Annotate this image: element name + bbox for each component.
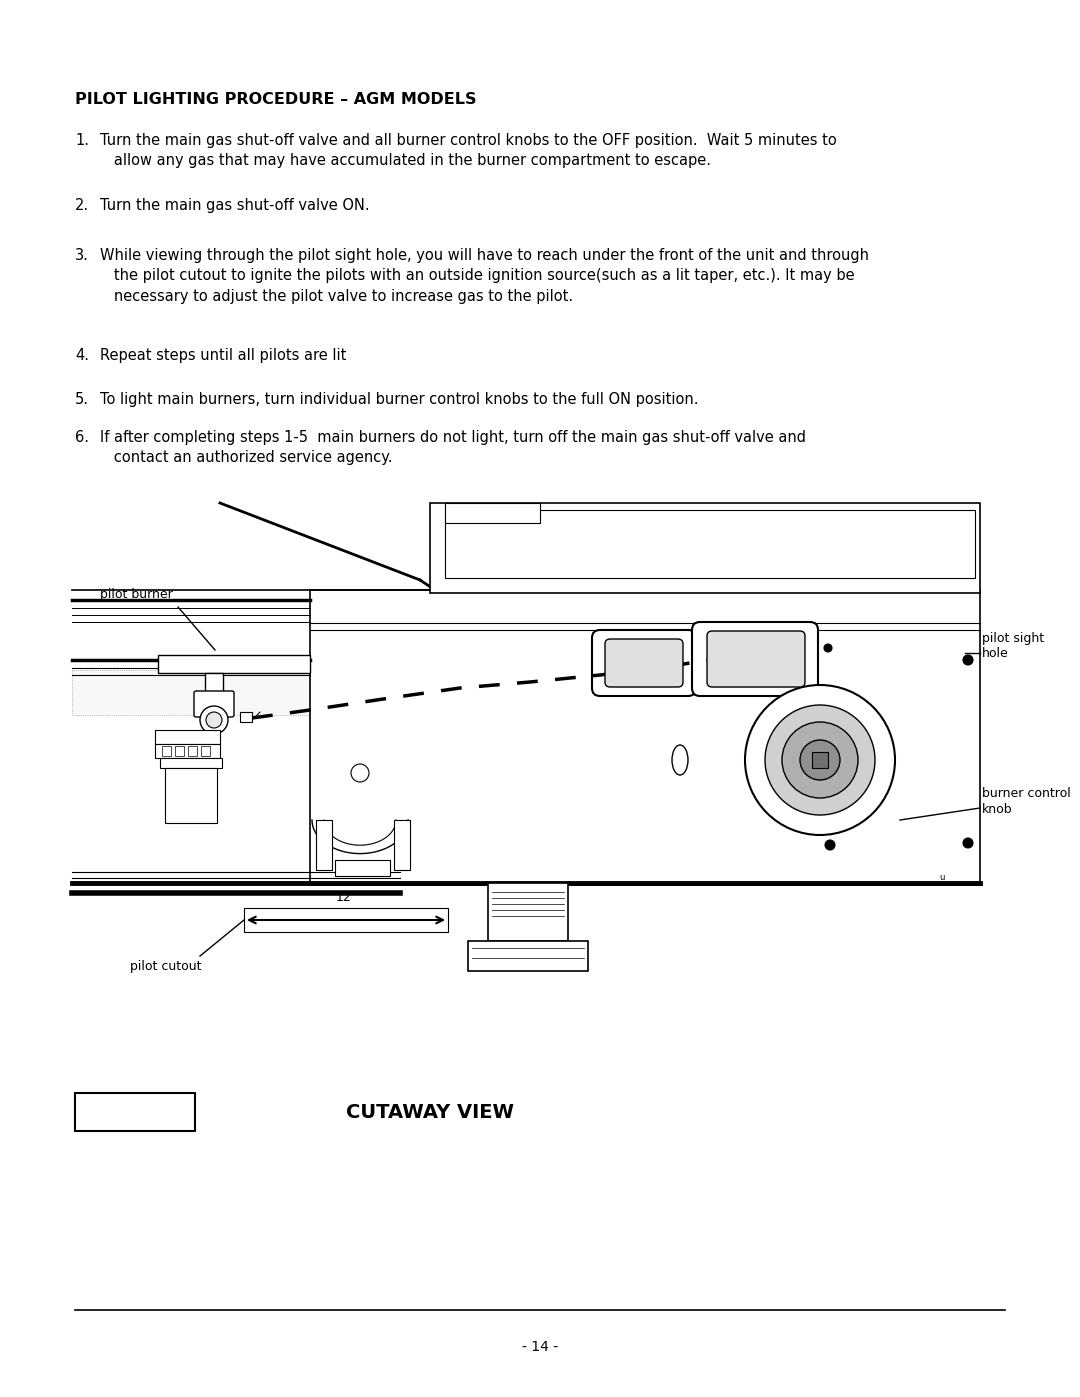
Bar xyxy=(430,503,980,592)
Text: To light main burners, turn individual burner control knobs to the full ON posit: To light main burners, turn individual b… xyxy=(100,393,699,407)
Bar xyxy=(335,861,390,876)
Circle shape xyxy=(963,655,973,665)
FancyBboxPatch shape xyxy=(605,638,683,687)
Text: 4.: 4. xyxy=(75,348,89,363)
Bar xyxy=(175,746,184,756)
Text: Turn the main gas shut-off valve ON.: Turn the main gas shut-off valve ON. xyxy=(100,198,369,212)
Circle shape xyxy=(200,705,228,733)
Bar xyxy=(156,731,220,745)
Bar xyxy=(201,746,210,756)
Circle shape xyxy=(825,840,835,849)
Text: pilot sight: pilot sight xyxy=(982,631,1044,645)
Text: CUTAWAY VIEW: CUTAWAY VIEW xyxy=(346,1102,514,1122)
Ellipse shape xyxy=(672,745,688,775)
Text: If after completing steps 1-5  main burners do not light, turn off the main gas : If after completing steps 1-5 main burne… xyxy=(100,430,806,465)
Text: 2.: 2. xyxy=(75,198,90,212)
Text: 5.: 5. xyxy=(75,393,89,407)
Bar xyxy=(488,883,568,942)
Text: 12": 12" xyxy=(335,891,356,904)
Circle shape xyxy=(206,712,222,728)
Text: knob: knob xyxy=(982,803,1013,816)
Bar xyxy=(158,655,310,673)
Bar xyxy=(240,712,252,722)
Bar xyxy=(812,752,828,768)
Text: pilot cutout: pilot cutout xyxy=(130,960,202,972)
Text: 6.: 6. xyxy=(75,430,89,446)
Text: - 14 -: - 14 - xyxy=(522,1340,558,1354)
Circle shape xyxy=(782,722,858,798)
Bar xyxy=(205,673,222,698)
Bar xyxy=(445,510,975,578)
Bar xyxy=(394,820,410,870)
Bar xyxy=(72,671,310,715)
Text: Turn the main gas shut-off valve and all burner control knobs to the OFF positio: Turn the main gas shut-off valve and all… xyxy=(100,133,837,169)
Text: burner control: burner control xyxy=(982,787,1070,800)
Bar xyxy=(156,745,220,759)
Bar xyxy=(316,820,332,870)
Text: pilot burner: pilot burner xyxy=(100,588,173,601)
Text: 1.: 1. xyxy=(75,133,89,148)
Text: 3.: 3. xyxy=(75,249,89,263)
FancyBboxPatch shape xyxy=(592,630,696,696)
Bar xyxy=(160,759,222,768)
Text: PILOT LIGHTING PROCEDURE – AGM MODELS: PILOT LIGHTING PROCEDURE – AGM MODELS xyxy=(75,92,476,108)
FancyBboxPatch shape xyxy=(692,622,818,696)
FancyBboxPatch shape xyxy=(707,631,805,687)
Bar xyxy=(162,746,171,756)
Text: u: u xyxy=(940,873,945,883)
FancyBboxPatch shape xyxy=(194,692,234,717)
Bar xyxy=(244,908,448,932)
Bar xyxy=(310,590,980,886)
Text: hole: hole xyxy=(982,647,1009,659)
Bar xyxy=(165,768,217,823)
Bar xyxy=(188,746,197,756)
Bar xyxy=(445,503,540,522)
Text: While viewing through the pilot sight hole, you will have to reach under the fro: While viewing through the pilot sight ho… xyxy=(100,249,869,303)
Circle shape xyxy=(963,838,973,848)
Circle shape xyxy=(765,705,875,814)
Circle shape xyxy=(824,644,832,652)
Bar xyxy=(468,942,588,971)
Circle shape xyxy=(351,764,369,782)
Text: Repeat steps until all pilots are lit: Repeat steps until all pilots are lit xyxy=(100,348,347,363)
Text: Fig. 13: Fig. 13 xyxy=(107,1105,163,1119)
Circle shape xyxy=(800,740,840,780)
Bar xyxy=(75,1092,195,1132)
Circle shape xyxy=(745,685,895,835)
